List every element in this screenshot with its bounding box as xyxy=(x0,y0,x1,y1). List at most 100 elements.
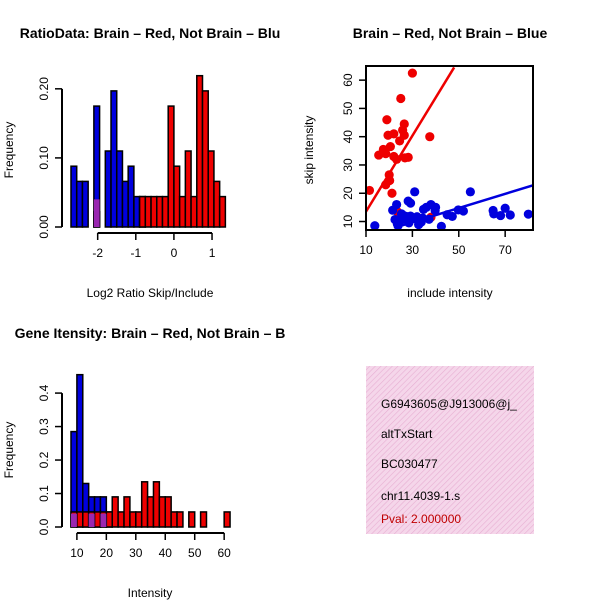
info-pval: Pval: 2.000000 xyxy=(381,512,461,526)
intensity-histogram-bars xyxy=(70,373,231,528)
skip-include-scatter-x-tick-label: 70 xyxy=(498,243,512,257)
ratio-histogram-y-tick-label: 0.20 xyxy=(37,77,51,101)
scatter-point-not-brain xyxy=(430,205,440,216)
skip-include-scatter-y-tick-label: 20 xyxy=(341,186,355,200)
skip-include-scatter-frame xyxy=(365,65,534,231)
scatter-point-brain xyxy=(385,141,395,152)
skip-include-scatter-y-tick-label: 50 xyxy=(341,101,355,115)
intensity-histogram-bar-not-brain xyxy=(76,373,84,528)
intensity-histogram-x-tick-label: 30 xyxy=(129,546,143,560)
scatter-point-brain xyxy=(407,68,417,78)
ratio-histogram-bar-brain xyxy=(207,150,215,228)
scatter-point-not-brain xyxy=(447,211,457,222)
ratio-histogram-bar-brain xyxy=(196,74,204,228)
intensity-histogram-bar-brain xyxy=(176,511,184,528)
ratio-histogram-bar-not-brain xyxy=(81,180,89,228)
scatter-point-brain xyxy=(387,188,397,198)
skip-include-scatter-panel: Brain – Red, Not Brain – Blue 10 30 50 7010… xyxy=(302,25,547,300)
scatter-point-not-brain xyxy=(436,221,446,230)
ratio-histogram-x-tick-label: -1 xyxy=(130,246,141,260)
intensity-histogram-bar-brain xyxy=(170,511,178,528)
scatter-point-not-brain xyxy=(523,209,533,219)
ratio-histogram-bar-brain xyxy=(218,195,227,228)
skip-include-scatter-x-tick-label: 10 xyxy=(359,243,373,257)
scatter-plot-area xyxy=(366,66,533,230)
intensity-histogram-bar-brain xyxy=(140,481,149,528)
scatter-point-not-brain xyxy=(393,221,403,230)
ratio-histogram-bar-not-brain xyxy=(110,90,118,228)
ratio-histogram-bar-brain xyxy=(190,195,198,228)
scatter-point-brain xyxy=(400,153,410,163)
ratio-histogram-bar-brain xyxy=(161,195,169,228)
ratio-histogram-panel: RatioData: Brain – Red, Not Brain – Blu … xyxy=(2,25,280,300)
intensity-histogram-bar-overlap xyxy=(71,513,77,527)
ratio-histogram-bar-brain xyxy=(156,195,164,228)
scatter-point-not-brain xyxy=(418,204,429,214)
scatter-point-not-brain xyxy=(410,187,420,197)
ratio-histogram-bar-not-brain xyxy=(133,195,141,228)
scatter-points xyxy=(366,66,533,230)
intensity-histogram-y-tick-label: 0.1 xyxy=(37,485,51,502)
info-box: G6943605@J913006@j_ altTxStart BC030477 … xyxy=(366,366,534,534)
intensity-histogram-y-tick-label: 0.0 xyxy=(37,518,51,535)
ratio-histogram-axes: -2 -1 0 1 0.00 0.10 0.20 xyxy=(37,77,216,260)
scatter-xlabel: include intensity xyxy=(407,286,492,300)
intensity-histogram-x-tick-label: 40 xyxy=(159,546,173,560)
ratio-histogram-x-tick-label: -2 xyxy=(92,246,103,260)
scatter-point-not-brain xyxy=(388,205,398,215)
info-line-gene-id: G6943605@J913006@j_ xyxy=(381,397,517,411)
intensity-histogram-bar-brain xyxy=(93,511,102,528)
scatter-point-not-brain xyxy=(370,221,380,230)
ratio-histogram-x-tick-label: 0 xyxy=(171,246,178,260)
ratio-histogram-ylabel: Frequency xyxy=(2,122,16,179)
info-line-accession: BC030477 xyxy=(381,457,438,471)
intensity-histogram-bar-brain xyxy=(117,511,125,528)
intensity-histogram-y-tick-label: 0.4 xyxy=(37,384,51,401)
intensity-histogram-bar-brain xyxy=(164,496,172,528)
scatter-point-brain xyxy=(395,136,405,146)
intensity-histogram-bar-brain xyxy=(146,496,155,528)
scatter-axes: 10 30 50 70 10 20 30 40 50 60 xyxy=(341,65,534,257)
intensity-histogram-x-tick-label: 10 xyxy=(70,546,84,560)
intensity-histogram-axes: 10 20 30 40 50 60 0.0 0.1 0.2 0.3 0.4 xyxy=(37,384,231,560)
intensity-histogram-xlabel: Intensity xyxy=(128,586,173,600)
scatter-point-not-brain xyxy=(414,220,424,230)
scatter-point-brain xyxy=(396,93,406,104)
ratio-histogram-y-tick-label: 0.00 xyxy=(37,215,51,239)
ratio-histogram-bar-brain xyxy=(201,90,209,228)
scatter-point-not-brain xyxy=(405,198,416,208)
scatter-point-brain xyxy=(374,150,384,160)
info-line-event-type: altTxStart xyxy=(381,427,433,441)
ratio-histogram-bar-brain xyxy=(173,165,181,228)
ratio-histogram-bar-not-brain xyxy=(121,180,129,228)
intensity-histogram-bar-brain xyxy=(199,511,208,528)
skip-include-scatter-y-tick-label: 10 xyxy=(341,215,355,229)
scatter-point-brain xyxy=(381,149,391,159)
intensity-histogram-bar-brain xyxy=(123,496,131,528)
ratio-histogram-bars xyxy=(70,74,227,228)
skip-include-scatter-y-tick-label: 60 xyxy=(341,73,355,87)
ratio-histogram-bar-brain xyxy=(184,150,192,228)
scatter-point-not-brain xyxy=(500,203,510,213)
ratio-histogram-bar-not-brain xyxy=(75,180,84,228)
scatter-point-not-brain xyxy=(465,187,475,197)
intensity-histogram-bar-brain xyxy=(135,511,143,528)
scatter-point-not-brain xyxy=(495,210,506,221)
ratio-histogram-xlabel: Log2 Ratio Skip/Include xyxy=(87,286,214,300)
intensity-histogram-bar-brain xyxy=(82,511,90,528)
intensity-histogram-ylabel: Frequency xyxy=(2,422,16,479)
scatter-ylabel: skip intensity xyxy=(302,116,316,185)
ratio-histogram-bar-brain xyxy=(138,195,147,228)
intensity-histogram-bar-brain xyxy=(152,481,161,528)
intensity-histogram-x-tick-label: 50 xyxy=(188,546,202,560)
ratio-histogram-bar-brain xyxy=(144,195,152,228)
scatter-point-not-brain xyxy=(505,210,515,220)
scatter-trendline-blue xyxy=(400,184,533,227)
info-box-background xyxy=(366,366,534,534)
intensity-histogram-bar-brain xyxy=(105,511,113,528)
intensity-histogram-bar-brain xyxy=(129,511,137,528)
skip-include-scatter-y-tick-label: 30 xyxy=(341,158,355,172)
scatter-point-brain xyxy=(366,185,375,196)
ratio-histogram-bar-not-brain xyxy=(127,165,135,228)
